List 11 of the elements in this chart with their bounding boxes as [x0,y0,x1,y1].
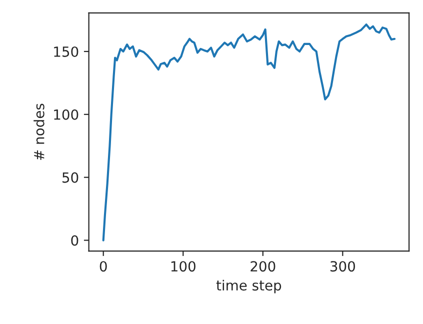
y-tick-label: 50 [62,172,78,183]
y-tick-label: 150 [54,46,78,57]
y-tick-label: 100 [54,109,78,120]
x-tick-label: 200 [250,261,276,272]
line-series [102,23,396,242]
x-tick-label: 0 [100,261,107,272]
y-axis-title: # nodes [34,104,44,160]
x-tick-label: 100 [171,261,196,272]
x-tick-label: 300 [330,261,355,272]
x-axis-title: time step [216,280,282,294]
y-tick-label: 0 [71,235,78,246]
